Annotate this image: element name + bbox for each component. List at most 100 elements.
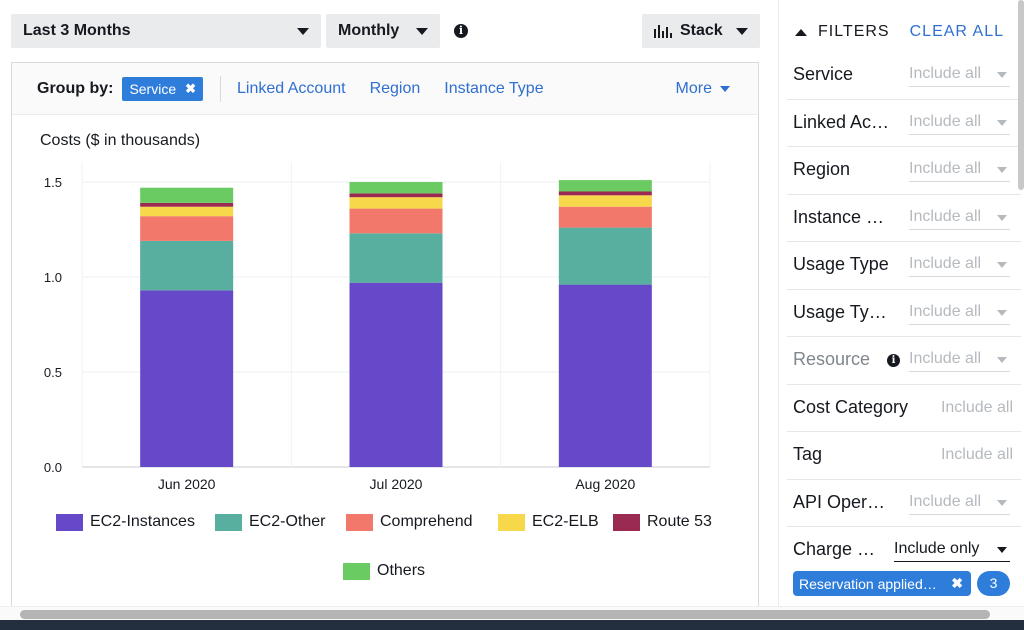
- legend-item[interactable]: EC2-Instances: [56, 513, 195, 531]
- chevron-down-icon: [720, 86, 730, 92]
- chip-label: Reservation applied…: [799, 575, 937, 592]
- filters-title: FILTERS: [818, 23, 890, 40]
- legend-swatch: [498, 513, 525, 531]
- filter-value: Include all: [909, 65, 982, 82]
- filter-value: Include all: [909, 160, 982, 177]
- filter-select[interactable]: Include all: [909, 65, 1010, 87]
- close-icon[interactable]: ✖: [185, 80, 197, 96]
- legend-swatch: [215, 513, 242, 531]
- filter-name: Service: [793, 64, 854, 84]
- chevron-down-icon: [297, 27, 309, 35]
- filter-value: Include all: [940, 446, 1013, 463]
- chart-style-dropdown[interactable]: Stack: [642, 14, 760, 48]
- filter-row-region: Region Include all: [787, 147, 1021, 195]
- bar-segment: [140, 202, 234, 207]
- bar-segment: [140, 290, 234, 467]
- scrollbar-thumb[interactable]: [20, 610, 990, 619]
- bar-segment: [140, 216, 234, 241]
- filter-name: Region: [793, 159, 851, 179]
- filter-value: Include all: [940, 398, 1013, 416]
- filter-value: Include all: [909, 492, 982, 510]
- filter-select[interactable]: Include all: [909, 303, 1010, 325]
- bar-segment: [558, 195, 652, 207]
- bar-segment: [140, 206, 234, 217]
- more-dropdown[interactable]: More: [676, 80, 730, 98]
- group-by-bar: Group by: Service ✖ Linked Account Regio…: [12, 63, 758, 115]
- horizontal-scrollbar[interactable]: [0, 606, 1024, 620]
- chevron-down-icon: [416, 27, 428, 35]
- filter-row-linked-account: Linked Ac… Include all: [787, 100, 1021, 147]
- legend-label: EC2-Other: [249, 513, 326, 530]
- legend-swatch: [56, 513, 83, 531]
- chevron-down-icon: [997, 214, 1007, 221]
- charge-type-chip[interactable]: Reservation applied… ✖: [793, 571, 971, 596]
- x-tick-label: Aug 2020: [575, 476, 635, 492]
- legend-item[interactable]: EC2-ELB: [498, 513, 599, 531]
- chevron-down-icon: [736, 27, 748, 35]
- y-tick-label: 0.5: [44, 365, 62, 380]
- info-icon[interactable]: i: [887, 354, 900, 367]
- y-tick-label: 0.0: [44, 460, 62, 475]
- filter-name: Usage Ty…: [793, 301, 887, 322]
- group-by-region[interactable]: Region: [369, 79, 421, 97]
- filter-value: Include all: [909, 350, 982, 367]
- chevron-down-icon: [997, 167, 1007, 173]
- filter-select[interactable]: Include all: [909, 255, 1010, 277]
- filter-row-charge-type: Charge … Include only: [787, 527, 1021, 575]
- legend-swatch: [613, 513, 640, 531]
- filter-select[interactable]: Include all: [909, 160, 1010, 182]
- filter-row-usage-type-group: Usage Ty… Include all: [787, 290, 1021, 337]
- filter-value: Include all: [909, 207, 982, 225]
- group-by-chip-service[interactable]: Service ✖: [122, 76, 204, 101]
- legend-item[interactable]: Others: [343, 562, 425, 580]
- filter-value: Include all: [909, 302, 982, 320]
- legend-item[interactable]: Comprehend: [346, 513, 473, 531]
- filter-row-api-operation: API Oper… Include all: [787, 480, 1021, 527]
- granularity-dropdown[interactable]: Monthly: [326, 14, 440, 48]
- legend-label: Comprehend: [380, 513, 473, 530]
- filter-name: Linked Ac…: [793, 111, 890, 132]
- bar-segment: [349, 193, 443, 198]
- filter-row-resource: Resource i Include all: [787, 337, 1021, 385]
- granularity-label: Monthly: [338, 22, 400, 39]
- legend-label: EC2-ELB: [532, 513, 599, 530]
- filter-select[interactable]: Include only: [894, 540, 1010, 562]
- chevron-down-icon: [997, 309, 1007, 316]
- group-by-label: Group by:: [37, 79, 114, 97]
- filter-name: Tag: [793, 444, 823, 464]
- bar-segment: [349, 208, 443, 234]
- x-tick-label: Jul 2020: [370, 476, 423, 492]
- filter-select: Include all: [909, 350, 1010, 372]
- y-tick-label: 1.5: [44, 175, 62, 190]
- legend-swatch: [346, 513, 373, 531]
- filter-row-cost-category: Cost Category Include all: [787, 385, 1021, 432]
- clear-all-link[interactable]: CLEAR ALL: [909, 23, 1004, 40]
- date-range-label: Last 3 Months: [23, 22, 131, 39]
- bar-segment: [558, 227, 652, 285]
- filter-name: Instance …: [793, 206, 885, 227]
- charge-type-count-badge[interactable]: 3: [977, 571, 1010, 596]
- filter-select[interactable]: Include all: [909, 208, 1010, 230]
- x-tick-label: Jun 2020: [158, 476, 216, 492]
- filter-select[interactable]: Include all: [909, 113, 1010, 135]
- group-by-instance-type[interactable]: Instance Type: [444, 79, 544, 97]
- legend-item[interactable]: EC2-Other: [215, 513, 325, 531]
- chevron-down-icon: [997, 72, 1007, 78]
- bottom-bar: [0, 620, 1024, 630]
- filter-value: Include all: [909, 255, 982, 272]
- more-label: More: [675, 80, 712, 97]
- chevron-down-icon: [997, 119, 1007, 126]
- bar-segment: [558, 180, 652, 192]
- filter-value: Include all: [909, 112, 982, 130]
- vertical-scrollbar[interactable]: [1018, 0, 1024, 190]
- close-icon[interactable]: ✖: [951, 575, 963, 591]
- date-range-dropdown[interactable]: Last 3 Months: [11, 14, 321, 48]
- bar-segment: [349, 282, 443, 467]
- filters-header[interactable]: FILTERS: [795, 23, 890, 41]
- bar-segment: [349, 182, 443, 194]
- group-by-linked-account[interactable]: Linked Account: [237, 79, 346, 97]
- legend-item[interactable]: Route 53: [613, 513, 712, 531]
- filter-select[interactable]: Include all: [909, 493, 1010, 515]
- info-icon[interactable]: i: [454, 24, 468, 38]
- chevron-down-icon: [997, 262, 1007, 268]
